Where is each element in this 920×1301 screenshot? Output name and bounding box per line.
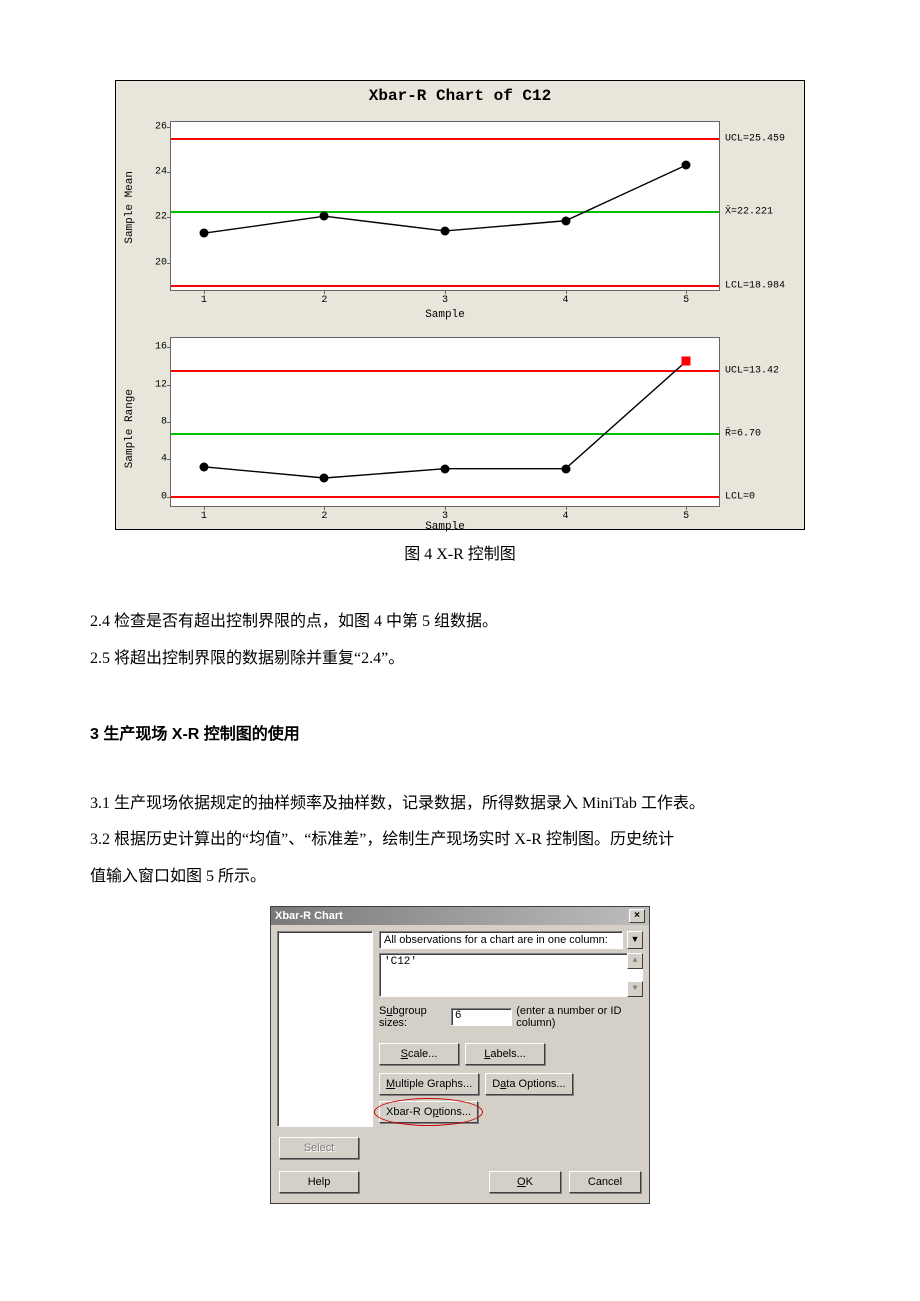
chevron-down-icon[interactable]: ▼ — [627, 931, 643, 949]
ucl-line — [171, 370, 719, 372]
x-tick-label: 4 — [563, 295, 569, 306]
data-point — [561, 216, 570, 225]
y-tick-label: 12 — [143, 379, 167, 390]
dialog-titlebar: Xbar-R Chart × — [271, 907, 649, 925]
multiple-graphs-button[interactable]: Multiple Graphs... — [379, 1073, 479, 1095]
data-point — [320, 212, 329, 221]
column-list-field[interactable]: 'C12' ▲ ▼ — [379, 953, 643, 997]
lcl-label: LCL=0 — [725, 491, 755, 502]
xbar-r-dialog: Xbar-R Chart × All observations for a ch… — [270, 906, 650, 1204]
center-line — [171, 211, 719, 213]
lcl-label: LCL=18.984 — [725, 280, 785, 291]
y-tick-label: 8 — [143, 417, 167, 428]
data-point — [561, 464, 570, 473]
data-point — [682, 161, 691, 170]
para-3-2b: 值输入窗口如图 5 所示。 — [90, 859, 830, 896]
dialog-title: Xbar-R Chart — [275, 910, 343, 922]
out-point — [682, 357, 691, 366]
data-point — [441, 226, 450, 235]
chart-title: Xbar-R Chart of C12 — [116, 81, 804, 107]
scroll-up-icon[interactable]: ▲ — [627, 953, 643, 969]
y-tick-label: 24 — [143, 166, 167, 177]
ucl-label: UCL=25.459 — [725, 133, 785, 144]
para-3-1: 3.1 生产现场依据规定的抽样频率及抽样数，记录数据，所得数据录入 MiniTa… — [90, 786, 830, 823]
observations-combo[interactable]: All observations for a chart are in one … — [379, 931, 623, 949]
xlabel-mean: Sample — [170, 309, 720, 321]
cancel-button[interactable]: Cancel — [569, 1171, 641, 1193]
center-label: X̄=22.221 — [725, 207, 773, 218]
scroll-down-icon[interactable]: ▼ — [627, 981, 643, 997]
subgroup-hint: (enter a number or ID column) — [516, 1005, 643, 1029]
xbar-r-chart-figure: Xbar-R Chart of C12 Sample Mean 20222426… — [115, 80, 805, 530]
xlabel-range: Sample — [170, 521, 720, 533]
ylabel-mean: Sample Mean — [124, 171, 138, 244]
y-tick-label: 20 — [143, 257, 167, 268]
para-2-5: 2.5 将超出控制界限的数据剔除并重复“2.4”。 — [90, 641, 830, 678]
y-tick-label: 26 — [143, 121, 167, 132]
y-tick-label: 16 — [143, 342, 167, 353]
para-2-4: 2.4 检查是否有超出控制界限的点，如图 4 中第 5 组数据。 — [90, 604, 830, 641]
heading-3: 3 生产现场 X-R 控制图的使用 — [90, 720, 830, 744]
y-tick-label: 4 — [143, 454, 167, 465]
center-line — [171, 433, 719, 435]
column-value: 'C12' — [384, 956, 417, 968]
close-icon[interactable]: × — [629, 909, 645, 923]
ok-button[interactable]: OK — [489, 1171, 561, 1193]
ylabel-range: Sample Range — [124, 389, 138, 468]
plot-panel-mean: 2022242612345UCL=25.459X̄=22.221LCL=18.9… — [170, 121, 720, 291]
variable-list[interactable] — [277, 931, 373, 1127]
xbar-r-options-button[interactable]: Xbar-R Options... — [379, 1101, 478, 1123]
x-tick-label: 2 — [321, 295, 327, 306]
y-tick-label: 0 — [143, 491, 167, 502]
data-point — [199, 462, 208, 471]
ucl-line — [171, 138, 719, 140]
subgroup-label: Subgroup sizes: — [379, 1005, 447, 1029]
center-label: R̄=6.70 — [725, 429, 761, 440]
labels-button[interactable]: Labels... — [465, 1043, 545, 1065]
x-tick-label: 3 — [442, 295, 448, 306]
lcl-line — [171, 285, 719, 287]
data-options-button[interactable]: Data Options... — [485, 1073, 572, 1095]
y-tick-label: 22 — [143, 212, 167, 223]
para-3-2a: 3.2 根据历史计算出的“均值”、“标准差”，绘制生产现场实时 X-R 控制图。… — [90, 822, 830, 859]
data-point — [320, 474, 329, 483]
x-tick-label: 5 — [683, 295, 689, 306]
subgroup-input[interactable]: 6 — [451, 1008, 512, 1026]
x-tick-label: 1 — [201, 295, 207, 306]
data-point — [441, 464, 450, 473]
data-point — [199, 229, 208, 238]
help-button[interactable]: Help — [279, 1171, 359, 1193]
plot-panel-range: 048121612345UCL=13.42R̄=6.70LCL=0 — [170, 337, 720, 507]
figure-caption: 图 4 X-R 控制图 — [90, 540, 830, 564]
select-button: Select — [279, 1137, 359, 1159]
scale-button[interactable]: Scale... — [379, 1043, 459, 1065]
ucl-label: UCL=13.42 — [725, 366, 779, 377]
lcl-line — [171, 496, 719, 498]
